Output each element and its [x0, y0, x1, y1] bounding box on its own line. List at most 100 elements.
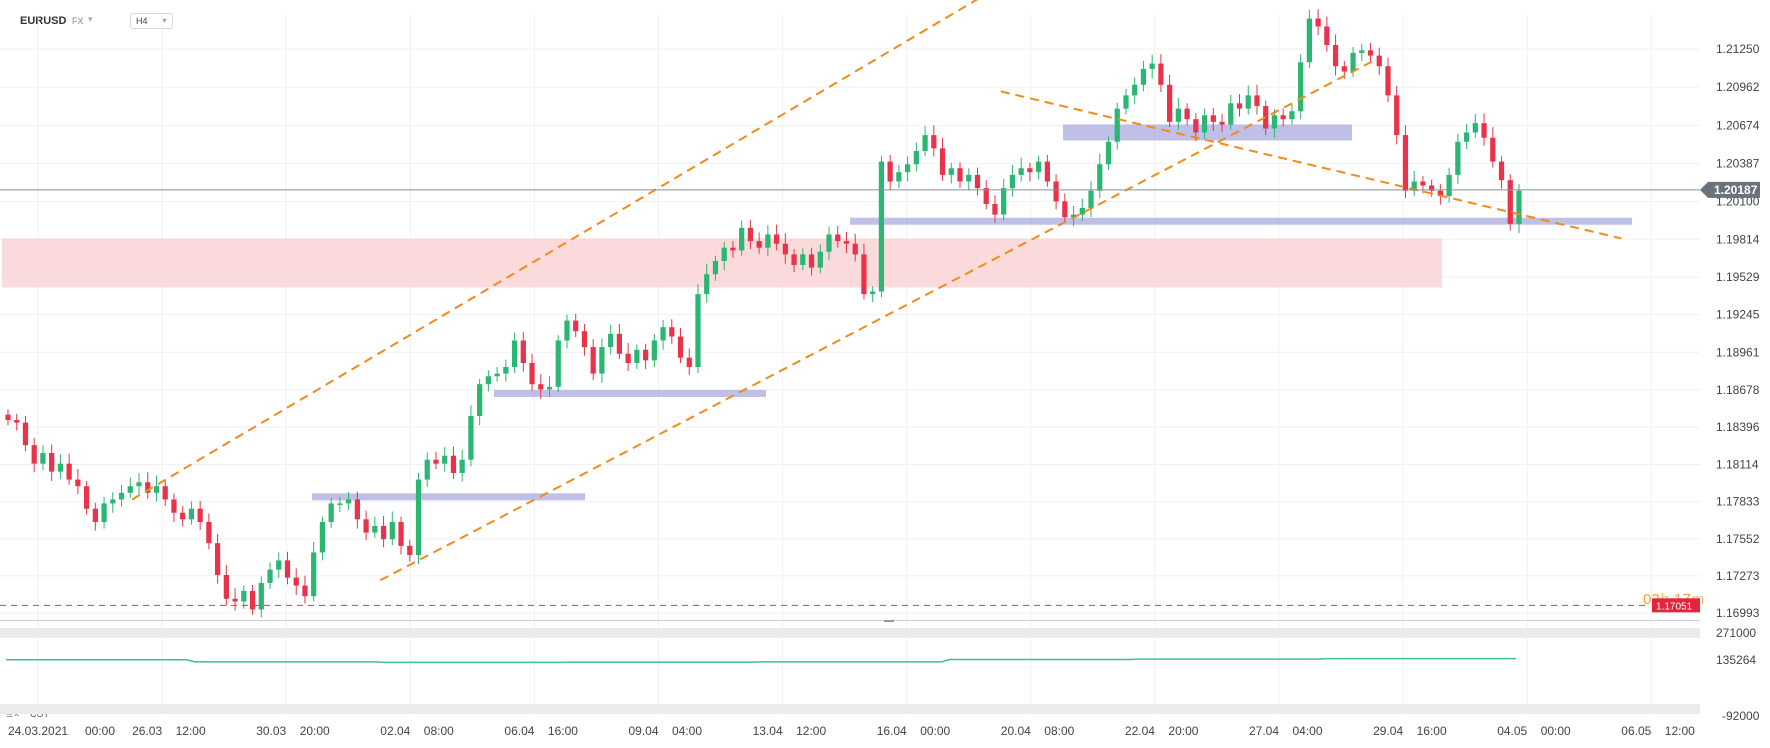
candle: [1236, 103, 1243, 109]
candle: [1263, 105, 1269, 129]
candle: [1009, 174, 1016, 189]
pane-divider: [0, 620, 1700, 621]
candle: [1167, 84, 1173, 122]
x-tick-time: 12:00: [176, 724, 206, 738]
candle: [1070, 214, 1077, 218]
candle: [1481, 123, 1487, 138]
y-tick-label: 1.21250: [1716, 42, 1760, 56]
symbol-label[interactable]: EURUSD: [20, 15, 67, 27]
indicator-tick-label: 135264: [1716, 653, 1756, 667]
candle: [1359, 50, 1365, 53]
candle: [634, 349, 640, 363]
candle: [669, 327, 675, 337]
candle: [843, 241, 850, 244]
candle: [319, 521, 326, 553]
candle: [599, 347, 605, 374]
chevron-down-icon: ▾: [162, 16, 167, 25]
candle: [372, 525, 378, 533]
market-dropdown-icon[interactable]: ▾: [88, 14, 93, 24]
candle: [485, 376, 491, 385]
indicator-settings-icon[interactable]: ☰✕: [6, 710, 20, 719]
x-tick-time: 16:00: [1417, 724, 1447, 738]
candle: [206, 521, 212, 544]
candle: [1350, 52, 1356, 72]
candle: [153, 486, 160, 493]
candle: [1446, 174, 1452, 197]
candle: [931, 135, 937, 149]
x-tick-date: 13.04: [753, 724, 783, 738]
candle: [529, 362, 535, 385]
y-tick-label: 1.18678: [1716, 383, 1760, 397]
y-tick-label: 1.16993: [1716, 606, 1760, 620]
candle: [398, 521, 404, 546]
candle: [1420, 181, 1426, 186]
candle: [1105, 141, 1112, 165]
candle: [83, 486, 90, 509]
candle: [660, 327, 666, 341]
candle: [511, 340, 518, 367]
candle: [293, 577, 299, 586]
indicator-tick-label: -92000: [1722, 709, 1760, 723]
candle: [1053, 181, 1059, 202]
candle: [835, 234, 841, 242]
indicator-band-bottom: [0, 704, 1700, 714]
support-zone: [312, 493, 585, 501]
candle: [101, 503, 107, 522]
candle: [415, 479, 422, 556]
y-tick-label: 1.17273: [1716, 569, 1760, 583]
candle: [730, 247, 736, 251]
candle: [677, 336, 684, 358]
candle: [1158, 63, 1164, 85]
candle: [337, 503, 343, 505]
candle: [1463, 132, 1470, 142]
candle: [1097, 164, 1103, 191]
candle: [1429, 185, 1435, 191]
candle: [1149, 63, 1155, 69]
candle: [407, 545, 413, 556]
y-tick-label: 1.20962: [1716, 80, 1760, 94]
y-tick-label: 1.18396: [1716, 420, 1760, 434]
demand-zone: [2, 238, 1442, 288]
candle: [878, 161, 885, 292]
candle: [197, 508, 203, 522]
candle: [127, 486, 133, 493]
candle: [380, 525, 387, 540]
y-tick-label: 1.20387: [1716, 156, 1760, 170]
candle: [538, 384, 544, 390]
candle: [1306, 18, 1313, 63]
candle: [555, 340, 561, 387]
candle: [896, 172, 902, 182]
candle: [450, 455, 457, 473]
candle: [948, 168, 954, 175]
candle: [494, 373, 500, 377]
candle: [1516, 190, 1522, 224]
candle: [249, 590, 256, 610]
candle: [442, 455, 448, 464]
candle: [1228, 103, 1234, 125]
candle: [1001, 188, 1007, 215]
trendline: [131, 0, 979, 501]
pane-resize-handle: [884, 620, 894, 622]
x-tick-date: 06.04: [504, 724, 534, 738]
candle: [40, 453, 46, 464]
candle: [1201, 115, 1208, 133]
candle: [590, 347, 596, 374]
candle: [573, 320, 579, 332]
candle: [1376, 55, 1382, 67]
candle: [5, 414, 11, 420]
candle: [1079, 207, 1085, 215]
candle: [276, 560, 282, 570]
candle: [214, 543, 221, 575]
x-tick-time: 08:00: [424, 724, 454, 738]
candle: [1184, 108, 1190, 120]
candle: [180, 512, 186, 520]
x-tick-date: 29.04: [1373, 724, 1403, 738]
candle: [424, 459, 430, 480]
candle: [782, 243, 788, 255]
candle: [284, 560, 291, 578]
candle: [1254, 95, 1260, 106]
candle: [1385, 66, 1391, 96]
candle: [1490, 137, 1496, 162]
x-tick-date: 09.04: [629, 724, 659, 738]
